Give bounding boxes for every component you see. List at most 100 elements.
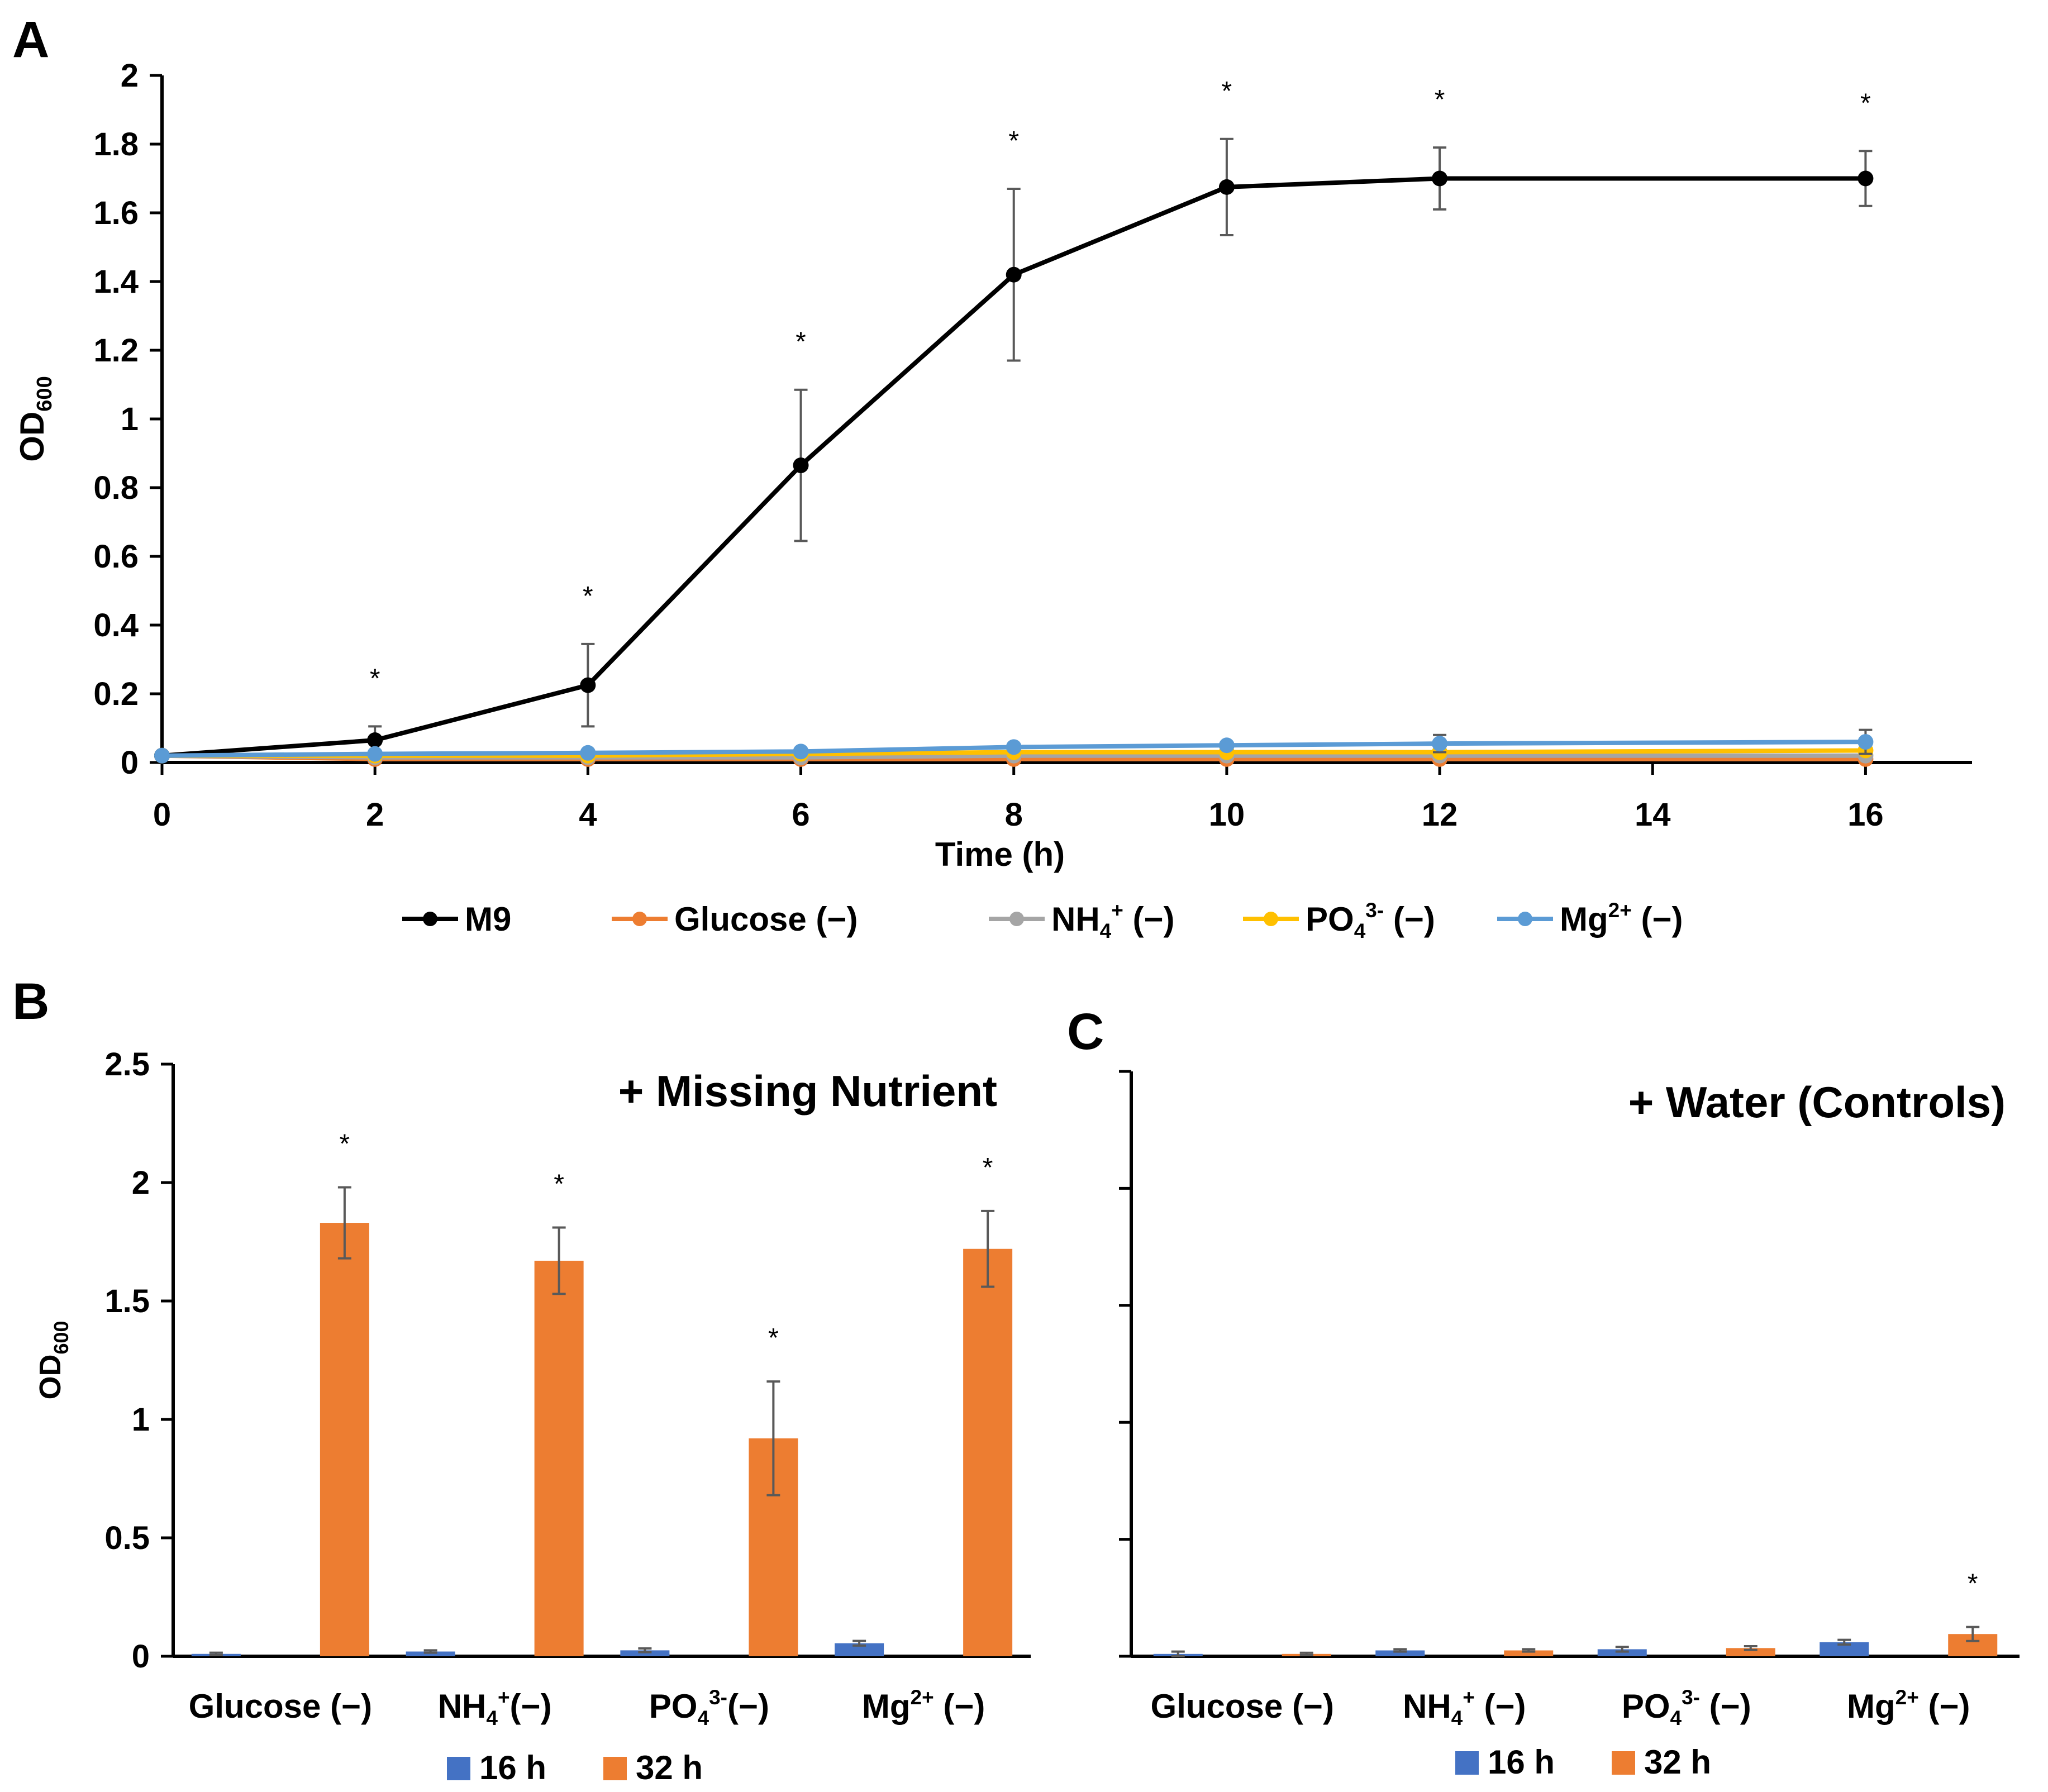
legend-label-sup: + <box>1111 899 1123 922</box>
legend-label-main: PO <box>1306 900 1354 938</box>
legend-swatch <box>603 1757 627 1780</box>
legend-label: 16 h <box>1488 1743 1555 1781</box>
x-category-label-sub: 4 <box>697 1707 709 1729</box>
y-tick-label: 0 <box>121 745 139 781</box>
y-tick-label: 1 <box>132 1402 150 1438</box>
y-tick-label: 1.6 <box>93 195 139 231</box>
y-tick-label: 0.8 <box>93 470 139 506</box>
y-tick-label: 0.4 <box>93 607 139 644</box>
y-tick-label: 0.5 <box>104 1520 150 1556</box>
series-line <box>161 176 1866 758</box>
bar <box>1504 1650 1554 1656</box>
x-category-label: NH4+ (−) <box>1403 1686 1526 1729</box>
data-point <box>1218 737 1235 754</box>
series-line <box>161 740 1866 758</box>
legend-swatch-marker <box>1009 912 1024 926</box>
significance-star: * <box>554 1170 564 1199</box>
x-category-label-tail: (−) <box>934 1688 985 1725</box>
x-tick-label: 4 <box>579 797 597 833</box>
x-category-label-main: PO <box>1622 1688 1670 1725</box>
legend-label-main: Glucose (−) <box>674 900 858 938</box>
panel-c-bar-chart: Glucose (−) NH4+ (−) PO43- (−)*Mg2+ (−)+ W… <box>1119 1070 2020 1781</box>
y-axis-title: OD600 <box>13 376 56 461</box>
panel-b-bar-chart: 00.511.522.5*Glucose (−)*NH4+(−)*PO43-(−… <box>34 1046 1031 1786</box>
x-category-label-main: Mg <box>1847 1688 1895 1725</box>
y-axis-title-main: OD <box>34 1355 67 1400</box>
data-point <box>1858 170 1874 187</box>
x-category-label-tail: (−) <box>1700 1688 1751 1725</box>
data-point <box>1006 266 1022 283</box>
legend-swatch <box>1455 1751 1479 1775</box>
bar <box>835 1643 884 1656</box>
legend-swatch-marker <box>423 912 437 926</box>
y-tick-label: 1.2 <box>93 332 139 369</box>
x-category-label-sup: + <box>498 1686 510 1709</box>
legend-label-sub: 4 <box>1354 919 1366 942</box>
legend-swatch <box>1612 1751 1635 1775</box>
x-category-label-tail: (−) <box>510 1688 552 1725</box>
x-category-label-sup: 2+ <box>911 1686 934 1709</box>
y-tick-label: 0.2 <box>93 676 139 712</box>
y-tick-label: 2 <box>121 58 139 94</box>
x-category-label-main: NH <box>438 1688 487 1725</box>
x-category-label-sub: 4 <box>1670 1707 1682 1729</box>
y-tick-label: 0 <box>132 1638 150 1675</box>
y-tick-label: 1 <box>121 401 139 437</box>
data-point <box>580 677 596 693</box>
x-category-label-main: PO <box>649 1688 698 1725</box>
bar <box>1726 1648 1775 1656</box>
legend-label: PO43- (−) <box>1306 899 1435 942</box>
bar <box>1375 1650 1425 1656</box>
x-category-label: PO43- (−) <box>1622 1686 1751 1729</box>
legend-swatch-marker <box>1518 912 1532 926</box>
significance-star: * <box>340 1129 350 1159</box>
legend-label: Mg2+ (−) <box>1560 899 1683 938</box>
legend-label: 16 h <box>479 1749 546 1786</box>
data-point <box>1858 734 1874 750</box>
bar <box>963 1248 1013 1656</box>
panel-letter-c: C <box>1067 1003 1104 1060</box>
y-tick-label: 2.5 <box>104 1046 150 1083</box>
x-category-label-tail: (−) <box>1475 1688 1526 1725</box>
panel-a-line-chart: 0 0.2 0.4 0.6 0.8 1 1.2 1.4 1.6 1.8 2 0 2 4 6 8 10 12 14 16… <box>13 58 1972 942</box>
x-tick-label: 14 <box>1635 797 1671 833</box>
y-tick-label: 1.4 <box>93 264 139 300</box>
x-category-label-sup: + <box>1463 1686 1475 1709</box>
y-axis-title-sub: 600 <box>50 1321 73 1354</box>
x-category-label-main: NH <box>1403 1688 1451 1725</box>
legend-label-main: M9 <box>465 900 511 938</box>
x-category-label: Glucose (−) <box>189 1688 372 1725</box>
legend-label-sub: 4 <box>1100 919 1112 942</box>
bar <box>534 1260 584 1656</box>
data-point <box>793 457 809 474</box>
y-axis-title-sub: 600 <box>33 376 56 411</box>
y-axis-title-main: OD <box>13 412 51 462</box>
legend-label: Glucose (−) <box>674 900 858 938</box>
panel-annotation: + Missing Nutrient <box>618 1066 997 1116</box>
x-category-label-main: Glucose (−) <box>1151 1688 1334 1725</box>
x-category-label-sup: 2+ <box>1895 1686 1919 1709</box>
data-point <box>1432 170 1448 187</box>
x-tick-label: 0 <box>153 797 171 833</box>
panel-letter-b: B <box>12 973 49 1030</box>
y-axis-title: OD600 <box>34 1321 73 1399</box>
x-tick-label: 6 <box>792 797 809 833</box>
x-tick-label: 2 <box>366 797 384 833</box>
legend-label-main: NH <box>1051 900 1100 938</box>
legend-swatch-marker <box>632 912 647 926</box>
x-category-label-tail: (−) <box>727 1688 769 1725</box>
legend-label: M9 <box>465 900 511 938</box>
x-category-label: Mg2+ (−) <box>1847 1686 1970 1725</box>
x-category-label-main: Mg <box>862 1688 911 1725</box>
bar <box>406 1651 455 1656</box>
x-category-label-sup: 3- <box>709 1686 727 1709</box>
data-point <box>1006 739 1022 755</box>
x-tick-label: 8 <box>1005 797 1023 833</box>
legend-label: NH4+ (−) <box>1051 899 1175 942</box>
legend-label-tail: (−) <box>1384 900 1435 938</box>
significance-star: * <box>583 582 593 611</box>
x-tick-label: 10 <box>1209 797 1245 833</box>
x-category-label-tail: (−) <box>1919 1688 1970 1725</box>
x-category-label-sub: 4 <box>486 1707 498 1729</box>
x-axis-title: Time (h) <box>935 836 1065 873</box>
